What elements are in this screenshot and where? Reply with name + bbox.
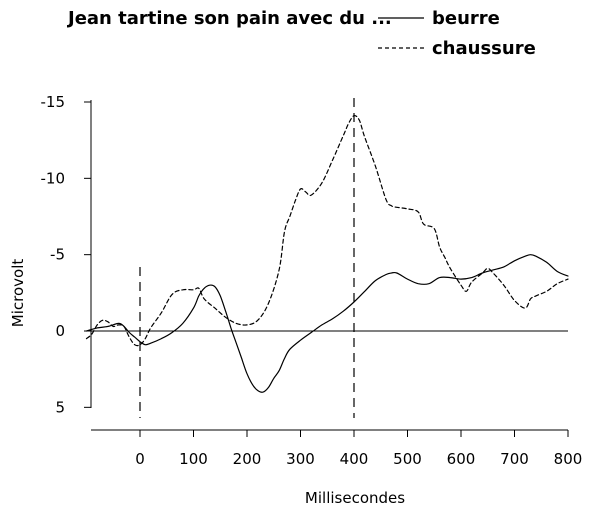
y-tick-label: 5 [55, 398, 65, 416]
series-line-chaussure [85, 115, 569, 347]
x-tick-label: 800 [554, 450, 583, 468]
x-tick-label: 200 [233, 450, 262, 468]
y-tick-label: -15 [41, 93, 66, 111]
x-axis-title: Millisecondes [305, 489, 405, 507]
legend-label-chaussure: chaussure [432, 38, 536, 59]
x-tick-label: 0 [135, 450, 145, 468]
x-tick-label: 100 [179, 450, 208, 468]
x-tick-label: 300 [286, 450, 315, 468]
legend-label-beurre: beurre [432, 8, 500, 29]
x-tick-label: 400 [340, 450, 369, 468]
y-tick-label: -5 [50, 246, 65, 264]
y-axis-title: Microvolt [9, 259, 27, 328]
x-tick-label: 600 [447, 450, 476, 468]
series-line-beurre [85, 254, 569, 393]
y-tick-label: -10 [41, 169, 66, 187]
y-tick-label: 0 [55, 322, 65, 340]
x-tick-label: 500 [393, 450, 422, 468]
chart-title: Jean tartine son pain avec du ... [66, 8, 392, 29]
x-tick-label: 700 [500, 450, 529, 468]
